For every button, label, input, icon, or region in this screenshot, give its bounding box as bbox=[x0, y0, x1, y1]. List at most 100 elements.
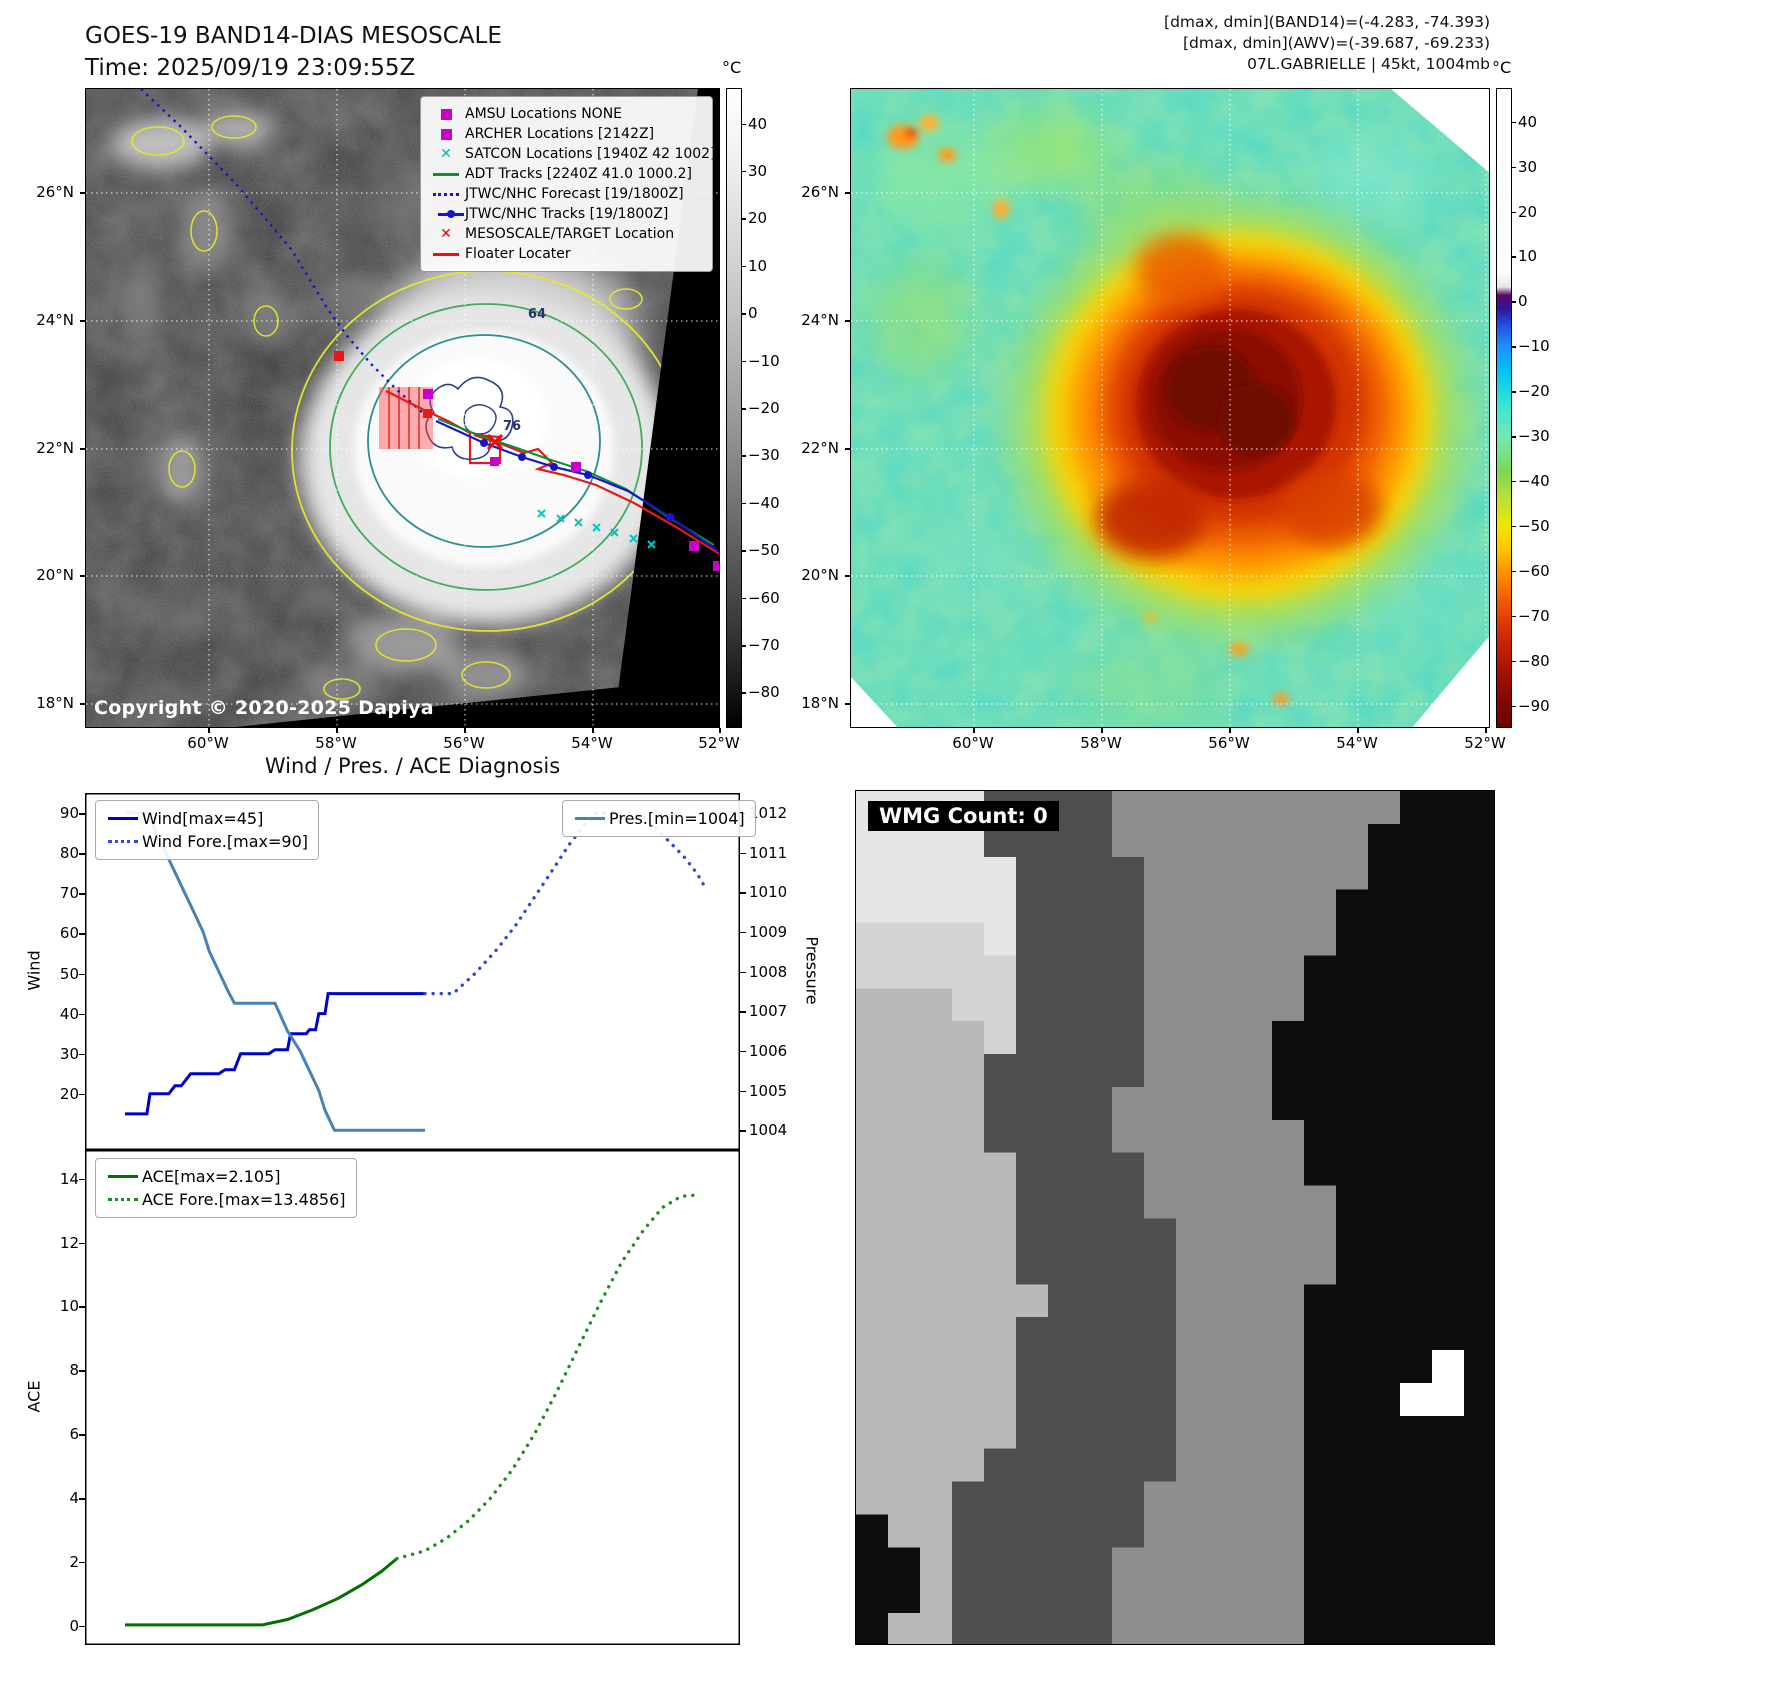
colorbar-tick-label: −90 bbox=[1518, 696, 1550, 715]
wmg-cell bbox=[1464, 1547, 1494, 1581]
wmg-cell bbox=[1368, 922, 1401, 957]
wmg-cell bbox=[1336, 922, 1369, 957]
wmg-cell bbox=[1272, 1350, 1305, 1384]
wmg-cell bbox=[888, 1218, 921, 1252]
target-x-icon: ✕ bbox=[440, 226, 452, 242]
wmg-cell bbox=[1112, 1152, 1145, 1187]
wmg-cell bbox=[888, 988, 921, 1022]
wmg-cell bbox=[1208, 1580, 1241, 1614]
wmg-cell bbox=[1240, 1119, 1273, 1154]
latlon-grid bbox=[86, 89, 719, 727]
wmg-cell bbox=[1208, 1119, 1241, 1154]
lat-tick-mark bbox=[80, 703, 85, 705]
wmg-cell bbox=[984, 1514, 1017, 1548]
wmg-cell bbox=[1304, 1415, 1337, 1450]
wmg-cell bbox=[1112, 1284, 1145, 1318]
panelA-title-line1: GOES-19 BAND14-DIAS MESOSCALE bbox=[85, 23, 502, 49]
wmg-cell bbox=[1016, 988, 1049, 1022]
colorbar-tick-mark bbox=[1512, 480, 1516, 483]
wmg-cell bbox=[888, 1481, 921, 1516]
wmg-cell bbox=[1176, 1382, 1209, 1417]
colorbar-tick-mark bbox=[1512, 166, 1516, 169]
wmg-cell bbox=[1240, 823, 1273, 858]
chart-tick-mark bbox=[79, 1625, 85, 1628]
wmg-cell bbox=[1336, 889, 1369, 924]
wmg-cell bbox=[1240, 1185, 1273, 1220]
wmg-cell bbox=[1240, 1086, 1273, 1121]
satellite-panel-band14: 64 76 AMSU Locations NONE ARCHER Location… bbox=[85, 88, 720, 728]
wmg-cell bbox=[984, 1152, 1017, 1187]
wmg-cell bbox=[1464, 1185, 1494, 1220]
wmg-cell bbox=[1432, 1514, 1465, 1548]
wmg-cell bbox=[1400, 1382, 1433, 1417]
wmg-cell bbox=[1368, 1185, 1401, 1220]
wmg-cell bbox=[1112, 1021, 1145, 1055]
wmg-cell bbox=[1208, 1021, 1241, 1055]
wmg-cell bbox=[1432, 1251, 1465, 1285]
wmg-cell bbox=[1048, 1086, 1081, 1121]
wmg-cell bbox=[1272, 889, 1305, 924]
wmg-cell bbox=[1208, 1086, 1241, 1121]
wmg-cell bbox=[1080, 1251, 1113, 1285]
wmg-cell bbox=[952, 1317, 985, 1351]
wmg-cell bbox=[856, 1448, 889, 1483]
chart-y-tick: 30 bbox=[59, 1044, 79, 1063]
wmg-cell bbox=[1208, 1284, 1241, 1318]
panelA-title-line2: Time: 2025/09/19 23:09:55Z bbox=[85, 55, 416, 82]
wmg-cell bbox=[1176, 889, 1209, 924]
wmg-cell bbox=[952, 1152, 985, 1187]
wmg-cell bbox=[984, 1119, 1017, 1154]
wmg-cell bbox=[1272, 823, 1305, 858]
wmg-cell bbox=[1048, 1415, 1081, 1450]
wind-line-icon bbox=[106, 816, 140, 821]
wmg-cell bbox=[1048, 1054, 1081, 1088]
wmg-cell bbox=[920, 1152, 953, 1187]
wmg-cell bbox=[856, 988, 889, 1022]
wmg-cell bbox=[888, 1448, 921, 1483]
legend-label: ACE Fore.[max=13.4856] bbox=[142, 1190, 346, 1209]
chart-y-tick: 90 bbox=[59, 804, 79, 823]
wmg-cell bbox=[1432, 1317, 1465, 1351]
wmg-cell bbox=[1432, 1284, 1465, 1318]
wmg-cell bbox=[1112, 1580, 1145, 1614]
chart-y-tick: 6 bbox=[69, 1425, 79, 1444]
wmg-cell bbox=[1016, 889, 1049, 924]
colorbar-tick-mark bbox=[1512, 211, 1516, 213]
wmg-count-badge: WMG Count: 0 bbox=[868, 801, 1059, 831]
chart-y-tick: 50 bbox=[59, 964, 79, 983]
chart-tick-mark bbox=[740, 931, 746, 934]
wmg-cell bbox=[984, 856, 1017, 891]
panelA-title: GOES-19 BAND14-DIAS MESOSCALE Time: 2025… bbox=[85, 20, 502, 84]
wmg-image bbox=[856, 791, 1494, 1644]
wmg-cell bbox=[1048, 988, 1081, 1022]
wmg-cell bbox=[1208, 1152, 1241, 1187]
wmg-cell bbox=[1304, 1448, 1337, 1483]
wmg-cell bbox=[1272, 1152, 1305, 1187]
wmg-cell bbox=[1112, 1317, 1145, 1351]
chart-tick-mark bbox=[79, 1306, 85, 1308]
lon-tick-label: 52°W bbox=[1464, 734, 1506, 752]
legend-item: Floater Locater bbox=[429, 244, 704, 264]
wmg-cell bbox=[1304, 1251, 1337, 1285]
lat-tick-label: 24°N bbox=[36, 311, 74, 329]
wmg-cell bbox=[1272, 1021, 1305, 1055]
wmg-cell bbox=[1144, 1086, 1177, 1121]
wmg-cell bbox=[984, 1218, 1017, 1252]
wmg-cell bbox=[952, 1185, 985, 1220]
legend-label: Wind[max=45] bbox=[142, 809, 264, 828]
legend-item: AMSU Locations NONE bbox=[429, 104, 704, 124]
wmg-cell bbox=[1368, 1251, 1401, 1285]
wmg-cell bbox=[1112, 1481, 1145, 1516]
wmg-cell bbox=[1016, 1152, 1049, 1187]
lon-tick-mark bbox=[1357, 728, 1359, 733]
wmg-cell bbox=[1464, 791, 1494, 825]
wmg-cell bbox=[1112, 1613, 1145, 1644]
wmg-cell bbox=[984, 922, 1017, 957]
wmg-cell bbox=[1080, 1350, 1113, 1384]
wmg-cell bbox=[920, 1382, 953, 1417]
wmg-cell bbox=[1112, 988, 1145, 1022]
legend-item: ✕ MESOSCALE/TARGET Location bbox=[429, 224, 704, 244]
colorbar-tick-mark bbox=[1512, 525, 1516, 528]
lon-tick-label: 56°W bbox=[443, 734, 485, 752]
wmg-cell bbox=[1080, 1514, 1113, 1548]
